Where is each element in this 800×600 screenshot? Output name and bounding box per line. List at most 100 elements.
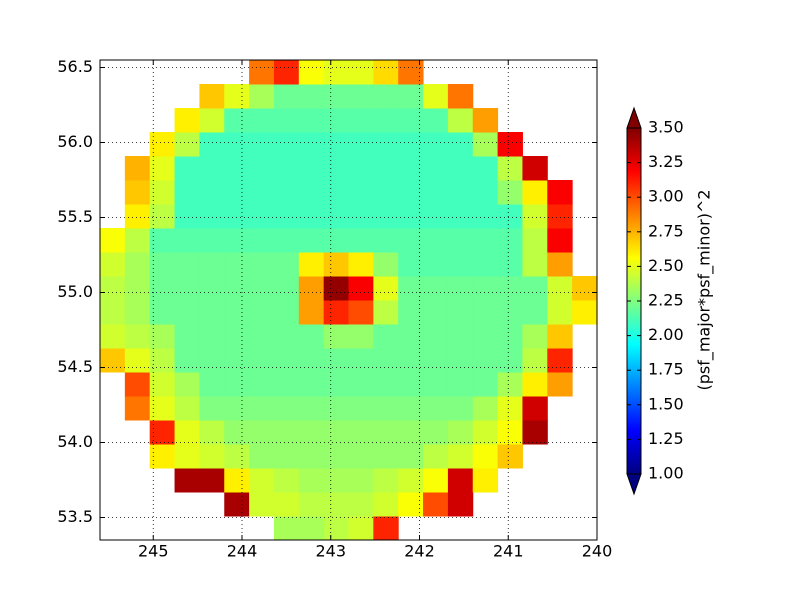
heatmap-cell bbox=[298, 468, 325, 493]
heatmap-cell bbox=[249, 372, 275, 397]
heatmap-cell bbox=[224, 300, 250, 325]
heatmap-cell bbox=[323, 228, 349, 253]
heatmap-cell bbox=[174, 420, 200, 445]
heatmap-cell bbox=[224, 468, 250, 493]
y-tick-label: 55.5 bbox=[57, 207, 93, 226]
heatmap-cell bbox=[199, 300, 225, 325]
heatmap-cell bbox=[224, 276, 250, 301]
colorbar-tick-label: 1.50 bbox=[648, 394, 684, 413]
heatmap-cell bbox=[199, 396, 225, 421]
heatmap-cell bbox=[547, 252, 573, 277]
heatmap-cell bbox=[373, 468, 399, 493]
heatmap-cell bbox=[472, 132, 499, 157]
heatmap-cell bbox=[224, 324, 250, 349]
heatmap-cell bbox=[447, 396, 474, 421]
heatmap-cell bbox=[472, 324, 499, 349]
heatmap-cell bbox=[423, 204, 449, 229]
heatmap-cell bbox=[273, 348, 300, 373]
heatmap-cell bbox=[497, 300, 523, 325]
heatmap-cell bbox=[273, 84, 300, 109]
heatmap-cell bbox=[348, 156, 374, 181]
heatmap-cell bbox=[348, 348, 374, 373]
heatmap-cell bbox=[323, 444, 349, 469]
heatmap-cell bbox=[472, 252, 499, 277]
heatmap-cell bbox=[149, 324, 176, 349]
heatmap-cell bbox=[224, 228, 250, 253]
heatmap-cell bbox=[174, 324, 200, 349]
heatmap-cell bbox=[298, 444, 325, 469]
heatmap-cell bbox=[298, 300, 325, 325]
y-tick-label: 55.0 bbox=[57, 282, 93, 301]
heatmap-cell bbox=[497, 444, 523, 469]
heatmap-cell bbox=[249, 276, 275, 301]
heatmap-cell bbox=[298, 516, 325, 541]
heatmap-cell bbox=[323, 276, 349, 301]
heatmap-cell bbox=[174, 468, 200, 493]
heatmap-cell bbox=[423, 276, 449, 301]
heatmap-cell bbox=[249, 108, 275, 133]
heatmap-cell bbox=[298, 372, 325, 397]
heatmap-cell bbox=[373, 228, 399, 253]
heatmap-cell bbox=[124, 252, 151, 277]
heatmap-cell bbox=[199, 108, 225, 133]
colorbar-tick-label: 2.75 bbox=[648, 221, 684, 240]
heatmap-cell bbox=[298, 420, 325, 445]
heatmap-cell bbox=[199, 372, 225, 397]
plot-frame bbox=[99, 59, 598, 541]
heatmap-cell bbox=[149, 180, 176, 205]
heatmap-cell bbox=[447, 492, 474, 517]
heatmap-cell bbox=[547, 180, 573, 205]
heatmap-cell bbox=[497, 252, 523, 277]
heatmap-cell bbox=[497, 372, 523, 397]
y-tick-label: 56.5 bbox=[57, 57, 93, 76]
heatmap-cell bbox=[447, 444, 474, 469]
heatmap-cell bbox=[447, 276, 474, 301]
heatmap-cell bbox=[323, 348, 349, 373]
heatmap-cell bbox=[472, 156, 499, 181]
heatmap-cell bbox=[447, 420, 474, 445]
colorbar-extend bbox=[626, 473, 642, 496]
heatmap-cell bbox=[323, 468, 349, 493]
heatmap-cell bbox=[423, 156, 449, 181]
colorbar-tick-label: 2.50 bbox=[648, 256, 684, 275]
y-tick-label: 54.0 bbox=[57, 432, 93, 451]
heatmap-cell bbox=[149, 204, 176, 229]
heatmap-cell bbox=[224, 180, 250, 205]
heatmap-cell bbox=[373, 204, 399, 229]
x-tick-label: 243 bbox=[315, 542, 346, 561]
x-tick-label: 240 bbox=[582, 542, 613, 561]
heatmap-cell bbox=[547, 300, 573, 325]
heatmap-cell bbox=[199, 252, 225, 277]
heatmap-cell bbox=[298, 156, 325, 181]
heatmap-cell bbox=[472, 180, 499, 205]
heatmap-cell bbox=[472, 468, 499, 493]
heatmap-cell bbox=[348, 84, 374, 109]
heatmap-cell bbox=[298, 276, 325, 301]
heatmap-cell bbox=[423, 420, 449, 445]
heatmap-cell bbox=[273, 396, 300, 421]
heatmap-cell bbox=[423, 108, 449, 133]
heatmap-cell bbox=[273, 492, 300, 517]
heatmap-cell bbox=[174, 228, 200, 253]
heatmap-cell bbox=[249, 156, 275, 181]
heatmap-cell bbox=[174, 444, 200, 469]
heatmap-cell bbox=[547, 276, 573, 301]
heatmap-cell bbox=[224, 132, 250, 157]
heatmap-cell bbox=[348, 204, 374, 229]
heatmap-cell bbox=[497, 132, 523, 157]
heatmap-cell bbox=[273, 444, 300, 469]
colorbar-tick-label: 1.00 bbox=[648, 464, 684, 483]
heatmap-cell bbox=[323, 156, 349, 181]
heatmap-cell bbox=[124, 396, 151, 421]
heatmap-cell bbox=[249, 420, 275, 445]
heatmap-cell bbox=[522, 276, 548, 301]
heatmap-cell bbox=[199, 348, 225, 373]
heatmap-cell bbox=[174, 372, 200, 397]
heatmap-cell bbox=[323, 300, 349, 325]
heatmap-cell bbox=[348, 276, 374, 301]
heatmap-cell bbox=[373, 276, 399, 301]
heatmap-cell bbox=[522, 324, 548, 349]
heatmap-cell bbox=[249, 348, 275, 373]
heatmap-cell bbox=[423, 252, 449, 277]
heatmap-cell bbox=[174, 180, 200, 205]
